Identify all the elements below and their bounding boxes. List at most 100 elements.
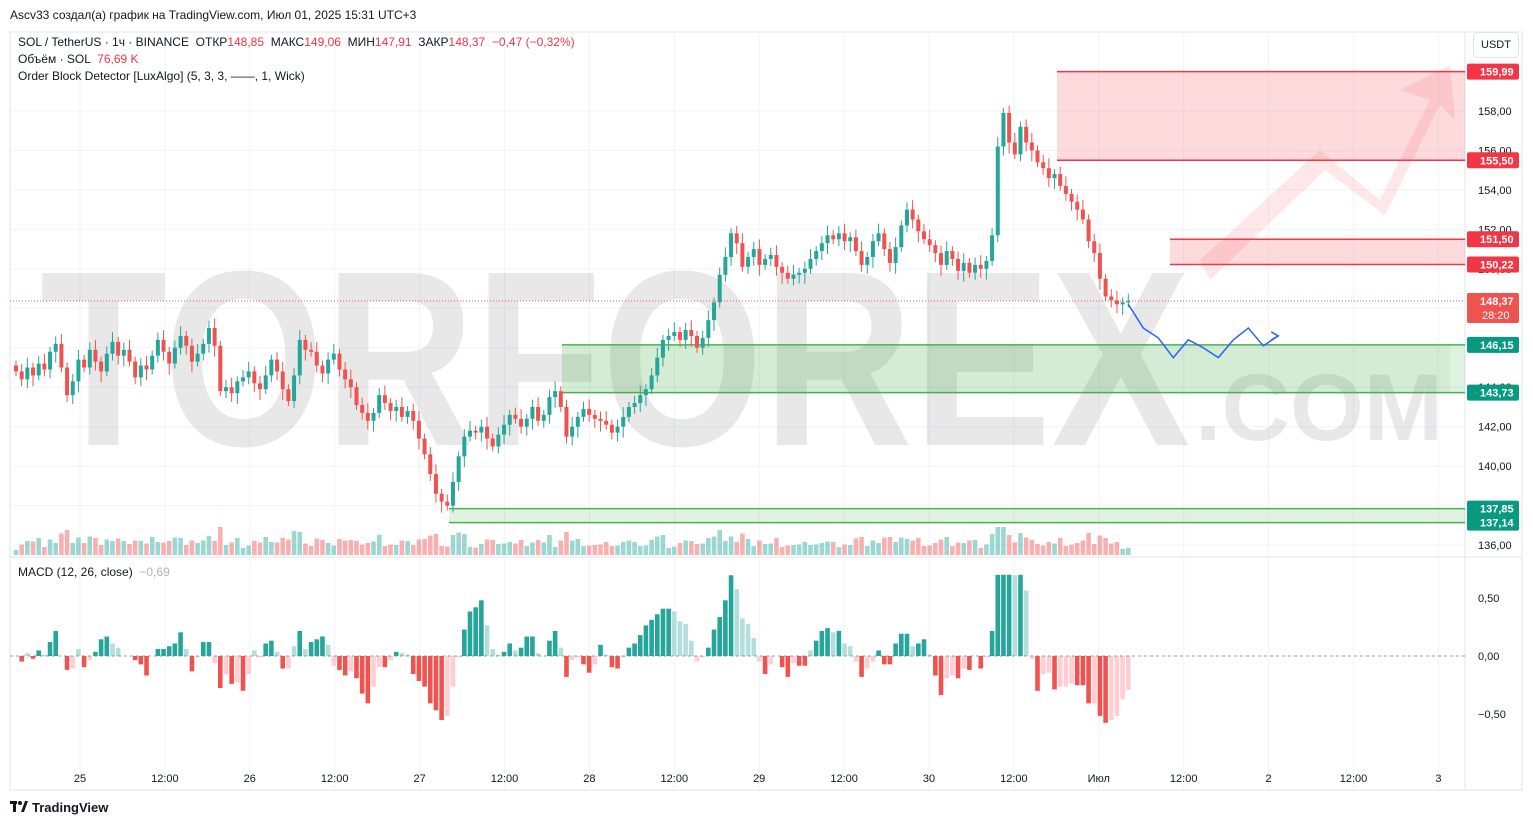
volume-bar — [450, 535, 456, 555]
macd-bar — [876, 650, 881, 656]
candle-body — [530, 406, 535, 419]
volume-bar — [513, 543, 518, 555]
macd-bar — [785, 656, 791, 677]
tradingview-brand[interactable]: TradingView — [10, 800, 108, 815]
candle — [337, 348, 342, 377]
macd-bar — [70, 656, 76, 669]
price-badge: 151,50 — [1467, 231, 1519, 248]
macd-bar — [728, 575, 734, 656]
time-tick-label: 12:00 — [321, 773, 349, 785]
volume-bar — [365, 543, 371, 555]
candle — [1041, 154, 1046, 176]
order-block-zone — [1057, 71, 1465, 161]
candle — [150, 350, 155, 375]
volume-bar — [354, 541, 359, 555]
candle-body — [450, 481, 455, 506]
volume-bar — [796, 544, 802, 555]
candle-body — [343, 369, 348, 380]
candle — [343, 362, 348, 389]
volume-bar — [830, 542, 836, 555]
candle-body — [1080, 209, 1085, 220]
candle-body — [286, 389, 291, 402]
volume-bar — [445, 546, 450, 555]
time-tick-label: Июл — [1088, 773, 1110, 785]
candle — [138, 358, 143, 387]
candle — [365, 403, 370, 430]
volume-bar — [218, 527, 223, 555]
candle — [144, 355, 149, 381]
volume-bar — [189, 540, 195, 555]
candle — [870, 233, 875, 268]
volume-bar — [535, 540, 541, 555]
macd-bar — [995, 574, 1001, 656]
legend-macd-label[interactable]: MACD (12, 26, close) — [18, 565, 133, 579]
candle — [672, 322, 677, 341]
macd-bar — [757, 656, 762, 662]
price-tick-label: 158,00 — [1478, 106, 1512, 118]
candle-body — [201, 343, 206, 354]
macd-tick-label: 0,00 — [1478, 651, 1499, 663]
macd-bar — [320, 636, 325, 656]
candle — [1086, 214, 1091, 249]
candle — [768, 247, 773, 266]
macd-bar — [1040, 656, 1046, 675]
macd-bar — [325, 644, 331, 656]
volume-bar — [1108, 543, 1114, 555]
candle-body — [150, 355, 155, 370]
macd-bar — [643, 625, 649, 656]
price-badge-bg — [1467, 336, 1519, 353]
candle — [36, 356, 41, 381]
candle-body — [422, 438, 427, 455]
macd-bar — [64, 656, 70, 670]
volume-bar — [609, 546, 615, 555]
candle — [700, 330, 705, 355]
candle — [428, 447, 433, 481]
candle-body — [1046, 168, 1051, 179]
macd-bar — [422, 656, 427, 687]
candle-body — [388, 403, 393, 411]
macd-bar — [223, 656, 229, 675]
projection-arrow-icon — [1270, 331, 1280, 341]
volume-bar — [575, 539, 581, 555]
macd-bar — [490, 649, 495, 656]
candle — [104, 346, 109, 377]
volume-bar — [371, 541, 376, 555]
currency-button[interactable]: USDT — [1473, 32, 1519, 58]
macd-bar — [586, 656, 592, 673]
macd-bar — [927, 654, 932, 656]
price-badge: 137,14 — [1467, 514, 1519, 531]
candle-body — [626, 406, 631, 417]
candle-body — [615, 426, 620, 433]
volume-bar — [297, 532, 303, 555]
candle — [780, 261, 785, 284]
candle — [785, 265, 790, 284]
volume-bar — [36, 538, 41, 555]
macd-bar — [501, 651, 507, 656]
candle-body — [1029, 142, 1034, 151]
macd-bar — [745, 623, 751, 656]
candle-body — [172, 347, 177, 364]
watermark-suffix: .COM — [1195, 355, 1443, 461]
order-block-zone — [449, 508, 1465, 523]
macd-bar — [1006, 574, 1012, 656]
macd-bar — [314, 639, 320, 656]
candle — [961, 253, 966, 282]
volume-bar — [933, 543, 938, 555]
candle-body — [42, 363, 47, 370]
candle-body — [763, 258, 768, 265]
macd-bar — [138, 656, 144, 665]
volume-bar — [308, 546, 314, 555]
tradingview-logo-icon — [10, 801, 28, 812]
price-tick-label: 154,00 — [1478, 185, 1512, 197]
macd-bar — [53, 630, 59, 656]
macd-bar — [1023, 590, 1029, 656]
candle — [956, 251, 961, 280]
legend-indicator[interactable]: Order Block Detector [LuxAlgo] (5, 3, 3,… — [18, 69, 305, 83]
legend-symbol[interactable]: SOL / TetherUS · 1ч · BINANCE — [18, 35, 189, 49]
volume-bar — [995, 527, 1001, 555]
legend-volume-label[interactable]: Объём · SOL — [18, 52, 91, 66]
macd-bar — [235, 656, 240, 683]
candle-body — [995, 146, 1000, 236]
volume-bar — [30, 541, 36, 555]
